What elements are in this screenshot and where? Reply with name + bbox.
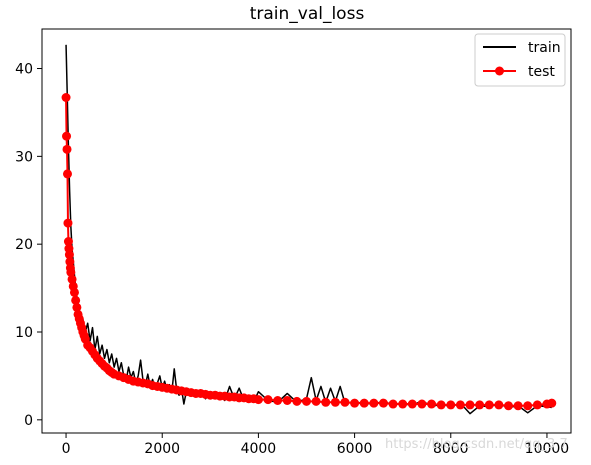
series-point-test: [350, 398, 360, 408]
series-point-test: [67, 274, 77, 284]
series-point-test: [253, 395, 263, 405]
series-point-test: [407, 399, 417, 409]
series-point-test: [417, 399, 427, 409]
series-point-test: [282, 396, 292, 405]
series-point-test: [465, 400, 475, 410]
x-axis: 0 2000 4000 6000 8000 10000: [62, 433, 570, 457]
x-tick-label: 0: [62, 441, 71, 457]
chart-title: train_val_loss: [250, 4, 365, 24]
series-point-test: [359, 398, 369, 408]
x-tick-label: 2000: [144, 441, 180, 457]
legend-test-marker: [495, 66, 504, 76]
series-point-test: [311, 396, 321, 406]
series-point-test: [484, 400, 494, 410]
series-point-test: [436, 400, 446, 410]
series-point-test: [62, 131, 72, 141]
series-point-test: [292, 396, 302, 406]
series-point-test: [273, 396, 283, 405]
series-point-test: [330, 397, 340, 407]
legend-train-label: train: [528, 40, 561, 56]
series-point-test: [547, 398, 557, 408]
series-point-test: [62, 169, 72, 179]
series-point-test: [63, 218, 73, 228]
series-point-test: [64, 250, 74, 260]
x-tick-label: 6000: [337, 441, 373, 457]
watermark-text: https://blog.csdn.net/qq_3 7: [385, 437, 568, 452]
plot-frame: [41, 28, 572, 434]
plot-area: 0 2000 4000 6000 8000 10000 0 10 20 30 40 https:/…: [15, 28, 572, 457]
series-point-test: [321, 397, 331, 407]
x-tick-label: 8000: [433, 441, 469, 457]
series-point-test: [66, 267, 76, 277]
series-point-test: [398, 399, 408, 409]
x-tick-label: 4000: [241, 441, 277, 457]
series-point-test: [63, 237, 73, 247]
series-point-test: [62, 144, 72, 154]
series-point-test: [340, 397, 350, 407]
series-point-test: [263, 395, 273, 405]
series-point-test: [61, 93, 71, 102]
series-point-test: [513, 401, 523, 411]
series-point-test: [503, 401, 513, 411]
series-point-test: [427, 399, 437, 409]
legend-test-label: test: [528, 64, 555, 80]
series-point-test: [523, 401, 533, 411]
y-tick-label: 30: [15, 149, 33, 165]
y-tick-label: 20: [15, 237, 33, 253]
series-point-test: [378, 398, 388, 408]
series-point-test: [446, 400, 456, 410]
series-point-test: [532, 400, 542, 410]
y-tick-label: 10: [15, 325, 33, 341]
series-point-test: [475, 400, 485, 410]
legend: train test: [474, 33, 566, 87]
series-point-test: [369, 398, 379, 408]
series-point-test: [302, 396, 311, 406]
series-point-test: [71, 295, 81, 305]
series-point-test: [69, 287, 79, 297]
series-point-test: [72, 302, 82, 312]
y-axis: 0 10 20 30 40: [15, 62, 42, 429]
series-point-test: [388, 399, 398, 409]
series-point-test: [455, 400, 465, 410]
y-tick-label: 40: [15, 62, 33, 78]
series-layer: [61, 44, 557, 415]
series-point-test: [494, 400, 504, 410]
y-tick-label: 0: [24, 413, 33, 429]
x-tick-label: 10000: [525, 441, 570, 457]
